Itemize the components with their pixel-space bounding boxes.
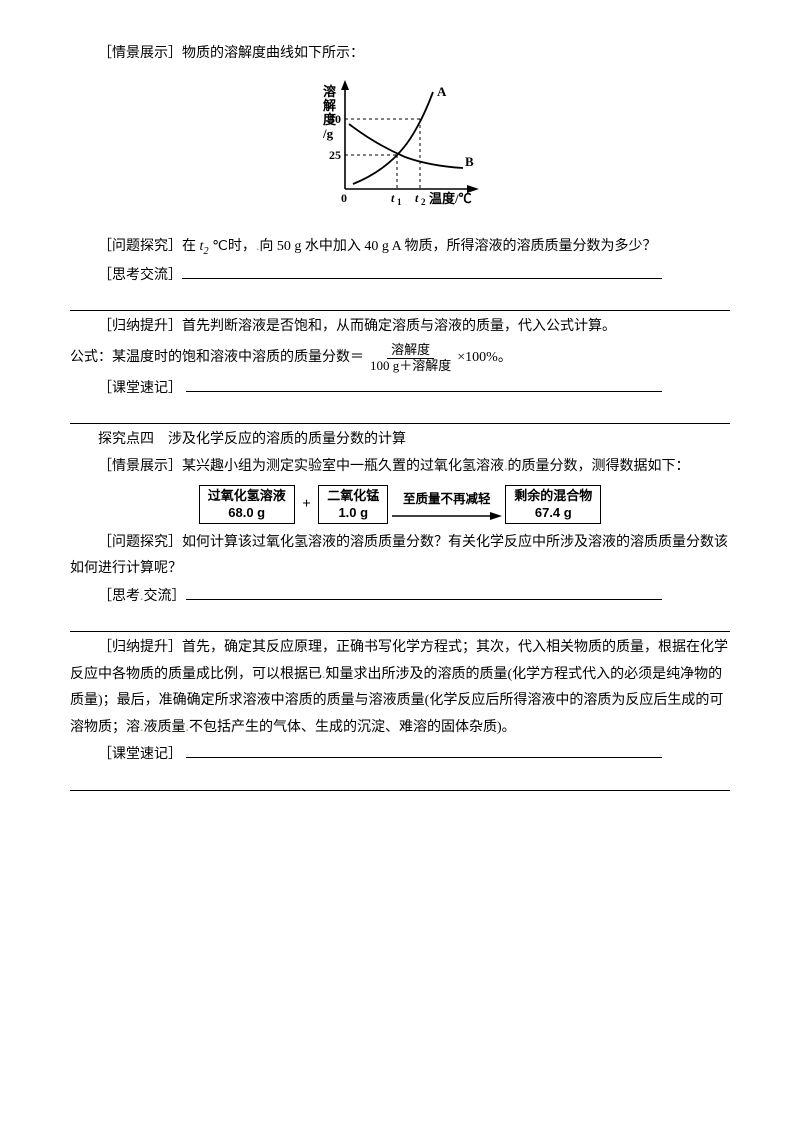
think-label-2b: 交流］ — [144, 589, 186, 604]
svg-text:2: 2 — [421, 197, 426, 207]
q1c: 向 50 g 水中加入 40 g A 物质，所得溶液的溶质质量分数为多少？ — [259, 239, 656, 254]
formula-lead: 公式：某温度时的饱和溶液中溶质的质量分数＝ — [70, 345, 364, 372]
q1b: ℃时， — [209, 239, 256, 254]
svg-text:50: 50 — [329, 112, 341, 126]
svg-text:A: A — [437, 84, 447, 99]
summary-text-1: 首先判断溶液是否饱和，从而确定溶质与溶液的质量，代入公式计算。 — [182, 319, 616, 334]
summary-label-1: ［归纳提升］ — [98, 319, 182, 334]
question-2: ［问题探究］如何计算该过氧化氢溶液的溶质质量分数？有关化学反应中所涉及溶液的溶质… — [70, 530, 730, 583]
scene-label-2: ［情景展示］ — [98, 459, 182, 474]
question-1: ［问题探究］在 t2 ℃时，.向 50 g 水中加入 40 g A 物质，所得溶… — [70, 234, 730, 262]
scene-display-2: ［情景展示］某兴趣小组为测定实验室中一瓶久置的过氧化氢溶液.的质量分数，测得数据… — [70, 454, 730, 481]
blank-full-2[interactable] — [70, 404, 730, 424]
svg-text:1: 1 — [397, 197, 402, 207]
summary-1: ［归纳提升］首先判断溶液是否饱和，从而确定溶质与溶液的质量，代入公式计算。 — [70, 314, 730, 341]
b1l2: 68.0 g — [228, 505, 265, 520]
blank-field[interactable] — [182, 278, 662, 279]
svg-text:B: B — [465, 154, 474, 169]
think-label-1: ［思考交流］ — [98, 268, 182, 283]
think-row-1: ［思考交流］ — [70, 263, 730, 290]
s2d: 不包括产生的气体、生成的沉淀、难溶的固体杂质)。 — [189, 720, 516, 735]
title-text-2: 探究点四 涉及化学反应的溶质的质量分数的计算 — [98, 432, 406, 447]
b3l1: 剩余的混合物 — [514, 488, 592, 503]
b2l1: 二氧化锰 — [327, 488, 379, 503]
flow-box-1: 过氧化氢溶液 68.0 g — [199, 485, 295, 524]
formula-tail: ×100%。 — [457, 345, 512, 372]
blank-field-3[interactable] — [186, 599, 662, 600]
svg-text:25: 25 — [329, 148, 341, 162]
q2-label: ［问题探究］ — [98, 535, 182, 550]
b1l1: 过氧化氢溶液 — [208, 488, 286, 503]
s2c: 液质量 — [144, 720, 186, 735]
svg-text:t: t — [391, 191, 395, 205]
solubility-chart: 溶 解 度 /g 50 25 A B 0 t 1 t 2 温度/℃ — [70, 74, 730, 225]
frac-bot: 100 g＋溶解度 — [366, 359, 455, 374]
formula: 公式：某温度时的饱和溶液中溶质的质量分数＝ 溶解度 100 g＋溶解度 ×100… — [70, 343, 730, 374]
b3l2: 67.4 g — [535, 505, 572, 520]
scene-text-1: 物质的溶解度曲线如下所示： — [182, 46, 364, 61]
think-label-2a: ［思考 — [98, 589, 140, 604]
section2-title: 探究点四 涉及化学反应的溶质的质量分数的计算 — [70, 427, 730, 454]
scene-text-2: 某兴趣小组为测定实验室中一瓶久置的过氧化氢溶液 — [182, 459, 504, 474]
summary-2: ［归纳提升］首先，确定其反应原理，正确书写化学方程式；其次，代入相关物质的质量，… — [70, 635, 730, 741]
q1-label: ［问题探究］ — [98, 239, 182, 254]
flow-plus: + — [302, 490, 311, 519]
fraction: 溶解度 100 g＋溶解度 — [366, 343, 455, 374]
scene-text-2b: 的质量分数，测得数据如下： — [508, 459, 690, 474]
blank-field-4[interactable] — [186, 757, 662, 758]
note-row-1: ［课堂速记］ — [70, 376, 730, 403]
svg-text:t: t — [415, 191, 419, 205]
svg-text:0: 0 — [341, 191, 347, 205]
note-label-2: ［课堂速记］ — [98, 747, 182, 762]
flow-box-2: 二氧化锰 1.0 g — [318, 485, 388, 524]
blank-full-4[interactable] — [70, 771, 730, 791]
blank-full-3[interactable] — [70, 613, 730, 633]
svg-text:/g: /g — [322, 126, 334, 141]
note-label-1: ［课堂速记］ — [98, 381, 182, 396]
scene-label-1: ［情景展示］ — [98, 46, 182, 61]
svg-text:温度/℃: 温度/℃ — [429, 191, 472, 206]
frac-top: 溶解度 — [387, 343, 434, 359]
blank-full-1[interactable] — [70, 292, 730, 312]
flow-box-3: 剩余的混合物 67.4 g — [505, 485, 601, 524]
arrow-text: 至质量不再减轻 — [403, 492, 491, 506]
b2l2: 1.0 g — [338, 505, 368, 520]
flow-arrow: 至质量不再减轻 — [392, 488, 502, 521]
note-row-2: ［课堂速记］ — [70, 742, 730, 769]
svg-text:溶: 溶 — [323, 84, 336, 99]
blank-field-2[interactable] — [186, 391, 662, 392]
q1a: 在 — [182, 239, 200, 254]
think-row-2: ［思考.交流］ — [70, 584, 730, 611]
svg-text:解: 解 — [322, 98, 336, 113]
summary-label-2: ［归纳提升］ — [98, 640, 182, 655]
scene-display-1: ［情景展示］物质的溶解度曲线如下所示： — [70, 41, 730, 68]
flow-diagram: 过氧化氢溶液 68.0 g + 二氧化锰 1.0 g 至质量不再减轻 剩余的混合… — [70, 485, 730, 524]
